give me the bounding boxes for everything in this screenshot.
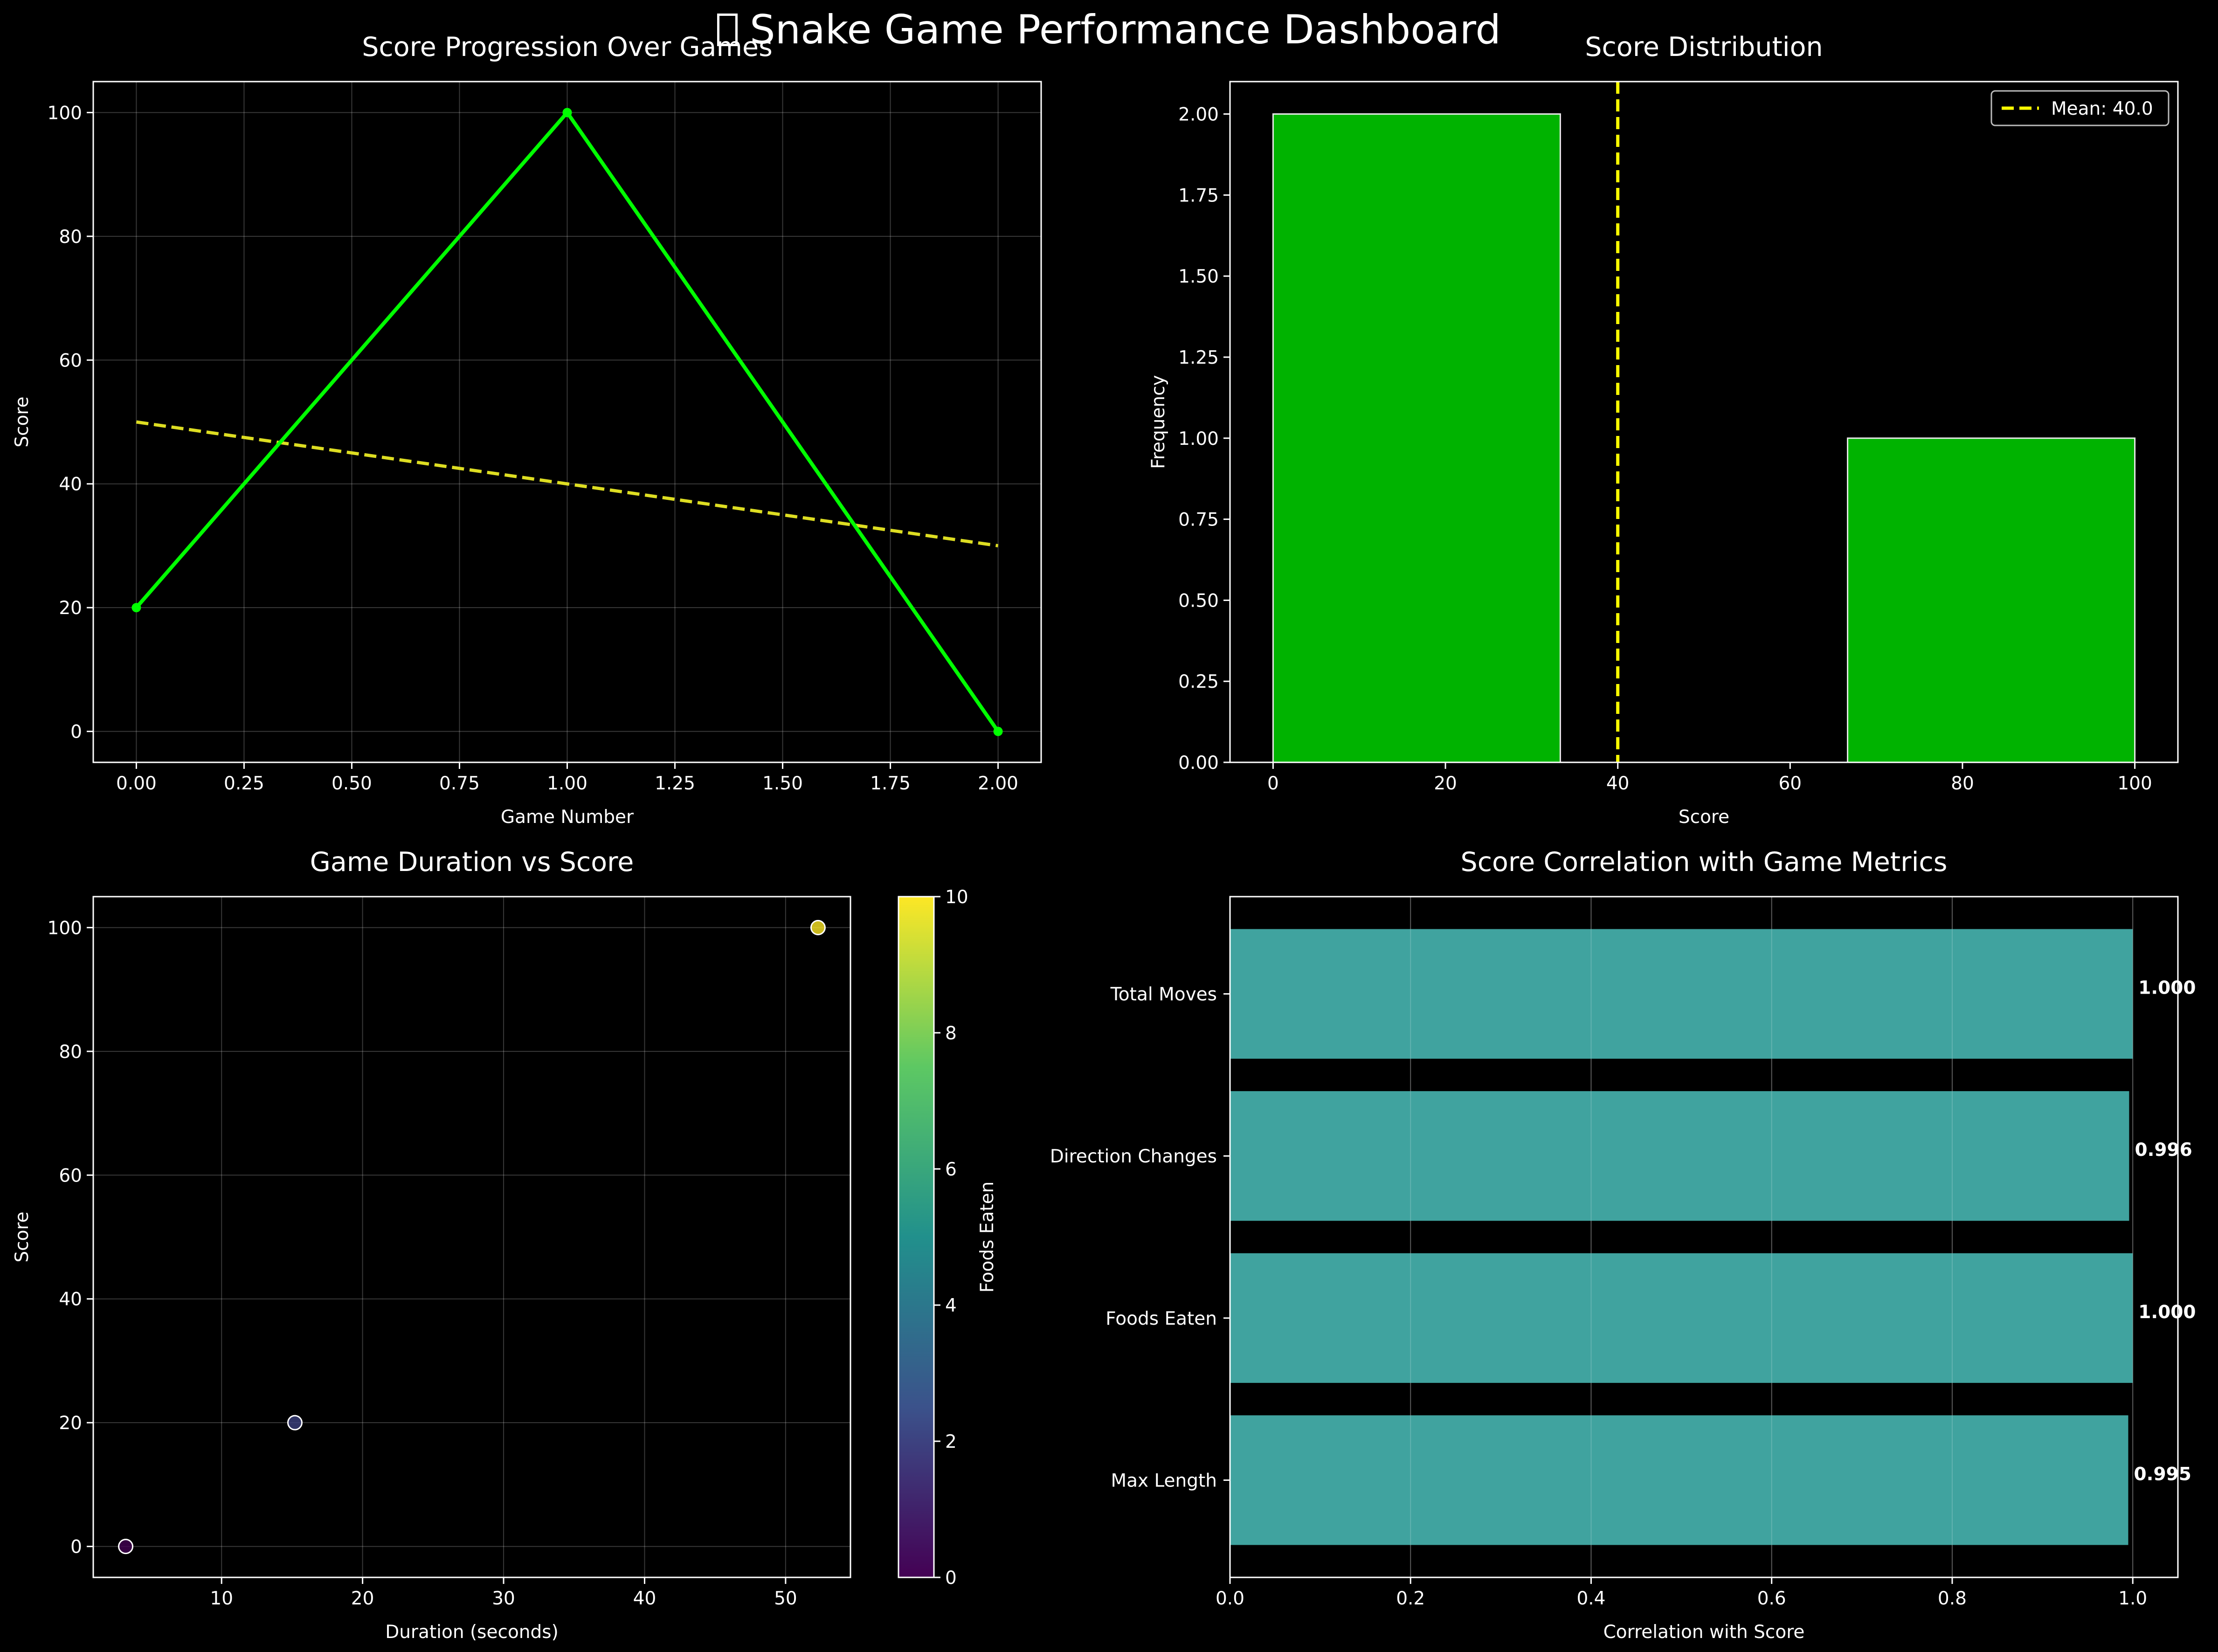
distribution-ytick-label: 1.50 <box>1178 266 1219 287</box>
progression-ytick-label: 40 <box>59 474 82 495</box>
correlation-category-label: Max Length <box>1111 1470 1217 1491</box>
progression-frame <box>92 81 1042 763</box>
duration-colorbar-tick-label: 8 <box>945 1023 957 1044</box>
distribution-title: Score Distribution <box>1585 32 1823 62</box>
duration-ytick-label: 20 <box>59 1413 82 1434</box>
duration-colorbar-tick-label: 0 <box>945 1568 957 1589</box>
correlation-bar <box>1230 1091 2129 1221</box>
distribution-xtick-label: 20 <box>1434 773 1457 794</box>
distribution-legend-label: Mean: 40.0 <box>2051 98 2153 119</box>
correlation-value-label: 0.996 <box>2135 1140 2192 1161</box>
distribution-ytick-label: 0.25 <box>1178 671 1219 692</box>
duration-colorbar-tick-label: 2 <box>945 1431 957 1452</box>
distribution-xtick-label: 60 <box>1778 773 1802 794</box>
progression-score-point <box>562 108 572 118</box>
correlation-xtick-label: 0.2 <box>1396 1588 1425 1609</box>
correlation-xtick-label: 1.0 <box>2118 1588 2147 1609</box>
distribution-ytick-label: 1.75 <box>1178 185 1219 206</box>
progression-xtick-label: 0.50 <box>332 773 372 794</box>
correlation-value-label: 0.995 <box>2134 1464 2191 1485</box>
duration-xlabel: Duration (seconds) <box>385 1622 559 1643</box>
duration-xtick-label: 20 <box>351 1588 374 1609</box>
duration-scatter-point <box>287 1415 303 1431</box>
progression-xtick-label: 2.00 <box>978 773 1018 794</box>
distribution-xtick-label: 40 <box>1606 773 1630 794</box>
dashboard-title: Snake Game Performance Dashboard <box>0 7 2218 53</box>
progression-xtick-label: 0.00 <box>116 773 157 794</box>
distribution-ytick-label: 0.75 <box>1178 510 1219 531</box>
distribution-ytick-label: 2.00 <box>1178 104 1219 125</box>
progression-ytick-label: 60 <box>59 350 82 371</box>
duration-colorbar-tick-label: 6 <box>945 1159 957 1180</box>
correlation-xtick-label: 0.6 <box>1757 1588 1786 1609</box>
distribution-xtick-label: 100 <box>2117 773 2152 794</box>
duration-ytick-label: 0 <box>70 1537 82 1558</box>
duration-xtick-label: 50 <box>774 1588 797 1609</box>
progression-xtick-label: 0.75 <box>439 773 480 794</box>
correlation-xtick-label: 0.8 <box>1938 1588 1967 1609</box>
distribution-ylabel: Frequency <box>1148 375 1169 469</box>
duration-xtick-label: 40 <box>633 1588 656 1609</box>
duration-frame <box>92 896 851 1578</box>
duration-colorbar-label: Foods Eaten <box>977 1182 998 1293</box>
distribution-xlabel: Score <box>1679 807 1729 828</box>
progression-ytick-label: 0 <box>70 722 82 743</box>
duration-ylabel: Score <box>12 1211 33 1262</box>
progression-ytick-label: 20 <box>59 598 82 619</box>
dashboard-title-text: Snake Game Performance Dashboard <box>749 7 1501 53</box>
progression-title: Score Progression Over Games <box>362 32 773 62</box>
progression-score-point <box>131 603 141 613</box>
progression-xtick-label: 1.50 <box>762 773 803 794</box>
distribution-frame <box>1229 81 2179 763</box>
duration-colorbar-tick-label: 4 <box>945 1295 957 1316</box>
correlation-value-label: 1.000 <box>2138 1302 2196 1323</box>
duration-title: Game Duration vs Score <box>310 847 634 878</box>
distribution-ytick-label: 1.00 <box>1178 429 1219 449</box>
correlation-xtick-label: 0.0 <box>1216 1588 1244 1609</box>
correlation-xlabel: Correlation with Score <box>1603 1622 1805 1643</box>
duration-scatter-point <box>118 1539 134 1555</box>
distribution-xtick-label: 0 <box>1267 773 1279 794</box>
correlation-category-label: Direction Changes <box>1050 1146 1217 1167</box>
duration-ytick-label: 40 <box>59 1289 82 1310</box>
correlation-bar <box>1230 1253 2133 1383</box>
progression-xtick-label: 1.75 <box>870 773 911 794</box>
distribution-ytick-label: 0.00 <box>1178 753 1219 774</box>
progression-score-point <box>993 726 1003 736</box>
correlation-xtick-label: 0.4 <box>1576 1588 1605 1609</box>
progression-ytick-label: 80 <box>59 227 82 248</box>
correlation-category-label: Total Moves <box>1110 984 1217 1005</box>
correlation-bar <box>1230 929 2133 1059</box>
distribution-legend-box <box>1990 90 2170 126</box>
duration-colorbar-tick-label: 10 <box>945 887 968 908</box>
distribution-ytick-label: 0.50 <box>1178 590 1219 611</box>
duration-ytick-label: 60 <box>59 1165 82 1186</box>
correlation-frame <box>1229 896 2179 1578</box>
progression-ytick-label: 100 <box>48 103 82 124</box>
progression-xtick-label: 1.00 <box>547 773 587 794</box>
correlation-value-label: 1.000 <box>2138 978 2196 999</box>
distribution-ytick-label: 1.25 <box>1178 347 1219 368</box>
duration-ytick-label: 100 <box>48 918 82 939</box>
distribution-bin-bar <box>1272 113 1561 763</box>
duration-scatter-point <box>810 919 826 935</box>
correlation-category-label: Foods Eaten <box>1106 1308 1217 1329</box>
progression-xtick-label: 0.25 <box>224 773 264 794</box>
correlation-title: Score Correlation with Game Metrics <box>1461 847 1948 878</box>
progression-ylabel: Score <box>12 396 33 447</box>
duration-xtick-label: 30 <box>492 1588 515 1609</box>
progression-xlabel: Game Number <box>501 807 634 828</box>
duration-colorbar <box>898 896 935 1578</box>
correlation-bar <box>1230 1415 2128 1545</box>
distribution-bin-bar <box>1847 437 2136 763</box>
duration-ytick-label: 80 <box>59 1042 82 1063</box>
missing-glyph-icon <box>717 14 738 46</box>
progression-xtick-label: 1.25 <box>655 773 695 794</box>
distribution-xtick-label: 80 <box>1951 773 1974 794</box>
duration-xtick-label: 10 <box>210 1588 233 1609</box>
